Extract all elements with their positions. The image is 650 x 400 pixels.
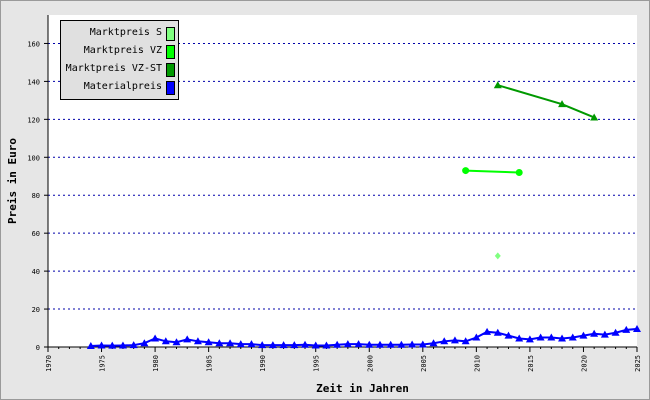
series-materialpreis-point xyxy=(525,335,534,343)
series-materialpreis-point xyxy=(472,333,481,341)
x-tick-label: 1995 xyxy=(313,355,321,372)
x-tick-label: 2015 xyxy=(527,355,535,372)
y-tick-label: 120 xyxy=(27,116,40,124)
y-tick-label: 100 xyxy=(27,154,40,162)
series-materialpreis-point xyxy=(611,328,620,336)
series-materialpreis-point xyxy=(515,334,524,342)
series-materialpreis-line xyxy=(90,327,638,348)
series-materialpreis-point xyxy=(354,340,363,348)
series-materialpreis-point xyxy=(108,341,117,349)
series-materialpreis-point xyxy=(86,342,95,350)
series-materialpreis-point xyxy=(375,340,384,348)
legend-item-materialpreis: Materialpreis xyxy=(61,79,180,97)
y-tick-label: 60 xyxy=(32,230,40,238)
series-marktpreis-vz-line xyxy=(465,169,520,174)
series-marktpreis-vz-st-point xyxy=(493,81,502,89)
series-materialpreis-point xyxy=(579,331,588,339)
series-materialpreis-point xyxy=(558,334,567,342)
series-materialpreis-point xyxy=(568,333,577,341)
chart-legend: Marktpreis S Marktpreis VZ Marktpreis VZ… xyxy=(60,20,179,100)
series-materialpreis-point xyxy=(493,328,502,336)
y-tick-label: 160 xyxy=(27,40,40,48)
legend-label: Marktpreis VZ xyxy=(83,45,162,56)
x-tick-label: 2020 xyxy=(580,355,588,372)
series-materialpreis-point xyxy=(258,341,267,349)
series-marktpreis-vz-point xyxy=(462,167,470,175)
series-materialpreis-point xyxy=(397,340,406,348)
series-materialpreis-point xyxy=(461,337,470,345)
y-tick-label: 0 xyxy=(36,344,40,352)
y-tick-label: 40 xyxy=(32,268,40,276)
series-materialpreis-point xyxy=(301,340,310,348)
series-materialpreis-point xyxy=(633,324,641,332)
y-tick-label: 140 xyxy=(27,78,40,86)
series-materialpreis-point xyxy=(600,330,609,338)
legend-swatch xyxy=(166,81,175,95)
legend-item-marktpreis-vz: Marktpreis VZ xyxy=(61,43,180,61)
series-materialpreis-point xyxy=(622,325,631,333)
x-tick-label: 2005 xyxy=(420,355,428,372)
series-marktpreis-vz-st-point xyxy=(558,100,567,108)
series-materialpreis-point xyxy=(440,337,449,345)
x-tick-label: 1985 xyxy=(206,355,214,372)
series-materialpreis-point xyxy=(483,327,492,335)
series-marktpreis-vz-st-point xyxy=(590,113,599,121)
legend-label: Marktpreis S xyxy=(89,27,162,38)
series-materialpreis-point xyxy=(504,331,513,339)
series-materialpreis-point xyxy=(322,341,331,349)
series-materialpreis-point xyxy=(215,339,224,347)
y-axis-title: Preis in Euro xyxy=(6,138,19,224)
series-materialpreis-point xyxy=(161,337,170,345)
series-materialpreis-point xyxy=(290,341,299,349)
x-tick-label: 2000 xyxy=(366,355,374,372)
x-tick-label: 1975 xyxy=(99,355,107,372)
series-materialpreis-point xyxy=(365,340,374,348)
series-materialpreis-point xyxy=(311,341,320,349)
series-materialpreis-point xyxy=(450,336,459,344)
y-tick-label: 20 xyxy=(32,306,40,314)
x-tick-label: 1980 xyxy=(152,355,160,372)
series-materialpreis-point xyxy=(183,335,192,343)
series-marktpreis-vz-point xyxy=(515,168,523,176)
legend-item-marktpreis-s: Marktpreis S xyxy=(61,25,180,43)
series-materialpreis-point xyxy=(129,341,138,349)
series-materialpreis-point xyxy=(204,338,213,346)
series-materialpreis-point xyxy=(151,334,160,342)
series-materialpreis-point xyxy=(140,339,149,347)
legend-label: Materialpreis xyxy=(83,81,162,92)
series-materialpreis-point xyxy=(547,333,556,341)
series-materialpreis-point xyxy=(536,333,545,341)
legend-swatch xyxy=(166,27,175,41)
legend-swatch xyxy=(166,45,175,59)
series-materialpreis-point xyxy=(408,340,417,348)
series-materialpreis-point xyxy=(429,339,438,347)
series-materialpreis-point xyxy=(343,340,352,348)
x-axis-title: Zeit in Jahren xyxy=(316,382,409,395)
series-materialpreis-point xyxy=(172,338,181,346)
series-materialpreis-point xyxy=(418,340,427,348)
x-tick-label: 2025 xyxy=(634,355,642,372)
x-tick-label: 2010 xyxy=(473,355,481,372)
series-materialpreis-point xyxy=(279,341,288,349)
series-materialpreis-point xyxy=(193,337,202,345)
x-tick-label: 1990 xyxy=(259,355,267,372)
y-tick-label: 80 xyxy=(32,192,40,200)
series-materialpreis-point xyxy=(386,340,395,348)
series-materialpreis-point xyxy=(268,341,277,349)
series-materialpreis-point xyxy=(226,339,235,347)
series-materialpreis-point xyxy=(333,340,342,348)
series-materialpreis-point xyxy=(118,341,127,349)
series-materialpreis-point xyxy=(247,340,256,348)
series-marktpreis-s-point xyxy=(494,252,501,260)
series-materialpreis-point xyxy=(97,341,106,349)
x-tick-label: 1970 xyxy=(45,355,53,372)
legend-item-marktpreis-vz-st: Marktpreis VZ-ST xyxy=(61,61,180,79)
legend-label: Marktpreis VZ-ST xyxy=(65,63,162,74)
legend-swatch xyxy=(166,63,175,77)
series-materialpreis-point xyxy=(236,340,245,348)
series-materialpreis-point xyxy=(590,329,599,337)
